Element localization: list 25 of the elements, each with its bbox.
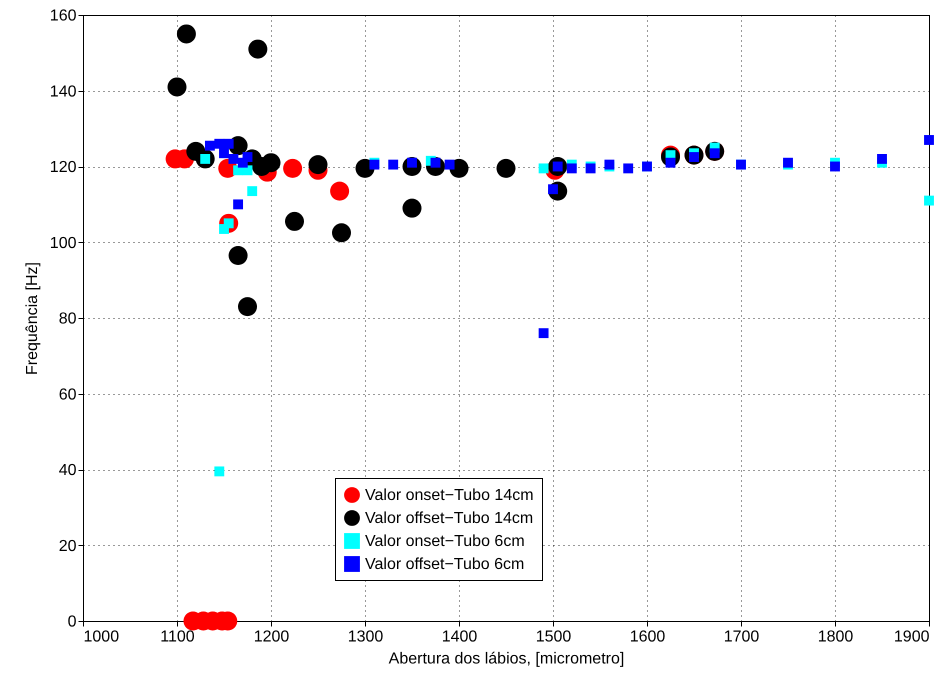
y-tick-label: 60 <box>58 386 77 404</box>
y-tick-label: 120 <box>50 159 77 176</box>
y-tick-label: 80 <box>58 310 77 328</box>
x-tick-label: 1700 <box>724 628 760 646</box>
legend-label: Valor offset−Tubo 14cm <box>365 510 534 527</box>
y-tick-label: 160 <box>50 8 77 24</box>
legend-label: Valor onset−Tubo 6cm <box>365 533 525 550</box>
y-tick-label: 140 <box>50 83 77 100</box>
x-tick-label: 1100 <box>160 628 195 646</box>
legend-label: Valor offset−Tubo 6cm <box>365 556 524 573</box>
y-tick-label: 40 <box>58 462 77 479</box>
x-tick-label: 1300 <box>348 628 384 646</box>
x-tick-label: 1600 <box>630 628 666 646</box>
y-axis-title: Frequência [Hz] <box>24 262 41 375</box>
y-tick-label: 0 <box>68 614 77 630</box>
x-tick-label: 1400 <box>442 628 478 646</box>
y-tick-label: 20 <box>58 538 77 555</box>
x-axis-title: Abertura dos lábios, [micrometro] <box>388 650 624 668</box>
x-tick-label: 1000 <box>84 628 120 646</box>
x-tick-label: 1500 <box>536 628 572 646</box>
legend-label: Valor onset−Tubo 14cm <box>365 487 534 504</box>
x-tick-label: 1900 <box>894 628 930 646</box>
y-tick-label: 100 <box>50 234 77 252</box>
x-tick-label: 1800 <box>818 628 854 646</box>
x-tick-label: 1200 <box>254 628 290 646</box>
